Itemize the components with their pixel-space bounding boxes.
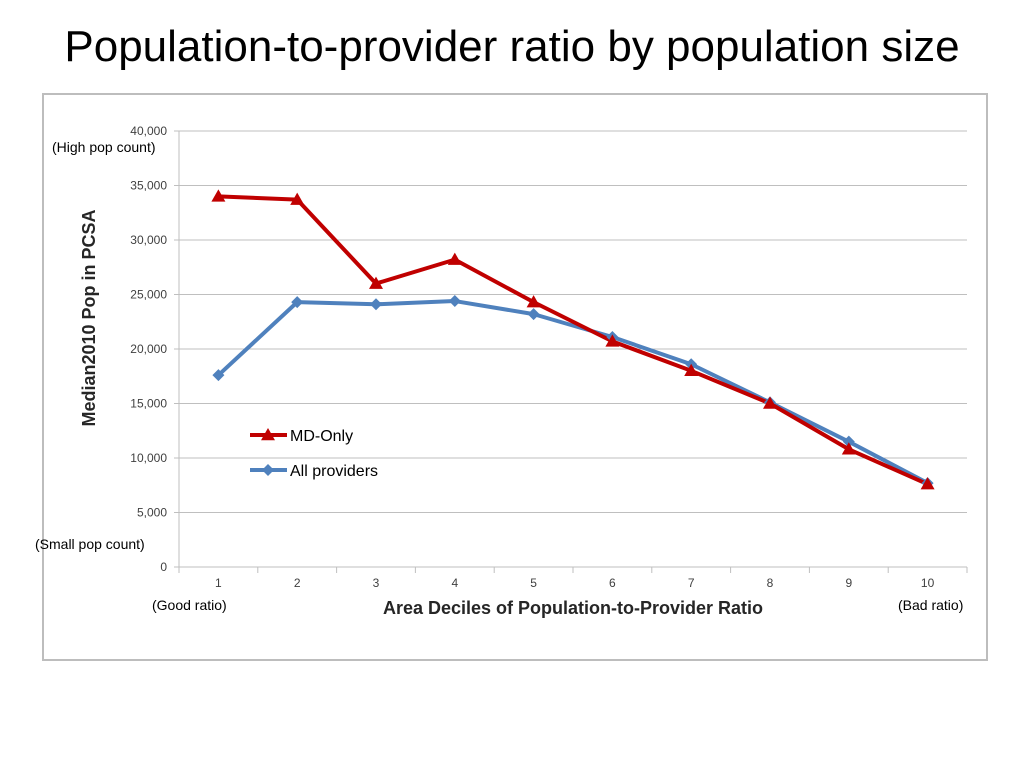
data-point-md-only xyxy=(605,334,620,347)
series-line-all-providers xyxy=(217,299,929,485)
data-point-md-only xyxy=(526,295,541,308)
data-point-all-providers xyxy=(370,298,382,311)
chart-frame xyxy=(42,93,988,661)
data-point-md-only xyxy=(447,252,462,265)
annotation-good-ratio: (Good ratio) xyxy=(152,597,227,613)
x-tick-label: 4 xyxy=(451,576,458,590)
slide-title: Population-to-provider ratio by populati… xyxy=(64,22,960,71)
gridlines xyxy=(179,130,967,568)
x-tick-label: 3 xyxy=(373,576,380,590)
y-axis-title: Median2010 Pop in PCSA xyxy=(79,209,99,426)
axes xyxy=(174,130,968,573)
y-tick-label: 20,000 xyxy=(130,342,167,356)
x-tick-label: 6 xyxy=(609,576,616,590)
data-point-all-providers xyxy=(291,296,304,309)
annotation-small-pop: (Small pop count) xyxy=(35,536,145,552)
x-tick-label: 10 xyxy=(921,576,935,590)
y-tick-label: 15,000 xyxy=(130,397,167,411)
y-tick-label: 0 xyxy=(160,560,167,574)
legend: MD-Only All providers xyxy=(250,428,378,480)
legend-label-md-only: MD-Only xyxy=(290,428,353,445)
x-tick-label: 5 xyxy=(530,576,537,590)
data-point-md-only xyxy=(763,396,777,409)
series-markers xyxy=(211,189,935,490)
legend-marker-all-providers xyxy=(262,464,274,476)
data-point-md-only xyxy=(841,442,856,455)
x-tick-label: 7 xyxy=(688,576,695,590)
data-point-md-only xyxy=(290,192,305,205)
x-tick-label: 1 xyxy=(215,576,222,590)
y-tick-label: 25,000 xyxy=(130,288,167,302)
x-tick-label: 8 xyxy=(767,576,774,590)
y-tick-label: 10,000 xyxy=(130,451,167,465)
series-line-md-only xyxy=(218,194,929,486)
axis-labels: 0 5,000 10,000 15,000 20,000 25,000 30,000 35,0… xyxy=(79,124,935,618)
y-tick-label: 30,000 xyxy=(130,233,167,247)
y-tick-label: 5,000 xyxy=(137,506,167,520)
y-tick-label: 35,000 xyxy=(130,179,167,193)
data-point-md-only xyxy=(920,477,935,490)
legend-label-all-providers: All providers xyxy=(290,463,378,480)
data-point-all-providers xyxy=(448,295,461,308)
annotation-bad-ratio: (Bad ratio) xyxy=(898,597,964,613)
y-tick-label: 40,000 xyxy=(130,124,167,138)
series-lines xyxy=(217,194,929,486)
data-point-md-only xyxy=(211,189,226,202)
data-point-all-providers xyxy=(842,435,855,448)
x-axis-title: Area Deciles of Population-to-Provider R… xyxy=(383,598,763,618)
x-tick-label: 9 xyxy=(845,576,852,590)
annotation-high-pop: (High pop count) xyxy=(52,139,156,155)
x-tick-label: 2 xyxy=(294,576,301,590)
data-point-md-only xyxy=(684,363,699,377)
data-point-md-only xyxy=(369,276,383,289)
data-point-all-providers xyxy=(212,369,225,382)
legend-marker-md-only xyxy=(261,428,275,441)
data-point-all-providers xyxy=(527,308,540,321)
